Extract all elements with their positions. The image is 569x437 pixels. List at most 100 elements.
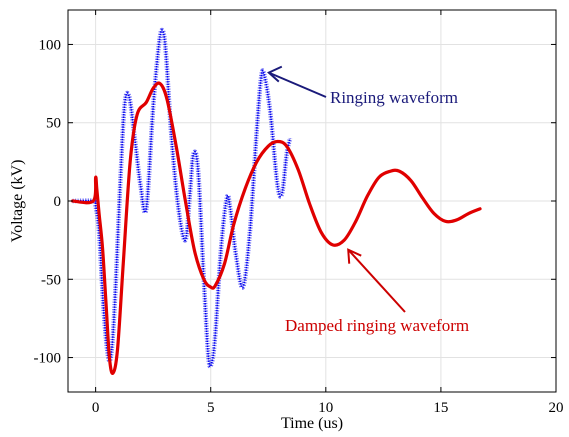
ringing-waveform-point: [235, 255, 237, 257]
damped-ringing-waveform-point: [456, 219, 458, 221]
ringing-waveform-point: [140, 184, 142, 186]
ringing-waveform-point: [242, 286, 244, 288]
y-tick-label: 0: [54, 194, 62, 210]
ringing-waveform-point: [119, 192, 121, 194]
damped-ringing-waveform-point: [136, 114, 138, 116]
ringing-waveform-point: [260, 75, 262, 77]
damped-ringing-waveform-point: [175, 145, 177, 147]
damped-ringing-waveform-point: [468, 213, 470, 215]
annotation-ringing-arrow: [268, 71, 327, 98]
annotation-damped-label: Damped ringing waveform: [285, 316, 469, 335]
x-tick-label: 20: [549, 400, 564, 416]
ringing-waveform-point: [192, 153, 194, 155]
damped-ringing-waveform-point: [445, 220, 447, 222]
damped-ringing-waveform-point: [297, 169, 299, 171]
ringing-waveform-point: [152, 106, 154, 108]
damped-ringing-waveform-point: [102, 247, 104, 249]
damped-ringing-waveform-point: [320, 231, 322, 233]
x-tick-label: 5: [207, 400, 215, 416]
damped-ringing-waveform-point: [95, 177, 97, 179]
grid: [68, 10, 556, 392]
y-tick-label: -100: [34, 351, 62, 367]
y-tick-label: -50: [41, 272, 61, 288]
ringing-waveform-point: [281, 192, 283, 194]
ringing-waveform-point: [145, 208, 147, 210]
damped-ringing-waveform-point: [152, 87, 154, 89]
damped-ringing-waveform-point: [343, 239, 345, 241]
damped-ringing-waveform-point: [129, 161, 131, 163]
ringing-waveform-point: [256, 130, 258, 132]
ringing-waveform-point: [226, 197, 228, 199]
damped-ringing-waveform-point: [276, 141, 278, 143]
annotation-damped-arrowhead: [347, 248, 362, 264]
damped-ringing-waveform-point: [389, 170, 391, 172]
annotation-damped-arrow: [347, 249, 406, 313]
ringing-waveform-point: [161, 29, 163, 31]
damped-ringing-waveform-point: [159, 83, 161, 85]
ringing-waveform-point: [214, 333, 216, 335]
damped-ringing-waveform-point: [98, 213, 100, 215]
series-layer: [71, 27, 482, 375]
ringing-waveform-point: [220, 247, 222, 249]
ringing-waveform-point: [111, 349, 113, 351]
ticks: 0 5 10 15 20 -100 -50 0 50 100: [34, 10, 564, 416]
ringing-waveform-point: [286, 153, 288, 155]
damped-ringing-waveform-point: [92, 200, 94, 202]
damped-ringing-waveform-point: [267, 145, 269, 147]
damped-ringing-waveform-point: [421, 197, 423, 199]
damped-ringing-waveform-point: [366, 195, 368, 197]
ringing-waveform-point: [114, 294, 116, 296]
damped-ringing-waveform-point: [122, 263, 124, 265]
damped-ringing-waveform-point: [433, 213, 435, 215]
damped-ringing-waveform-point: [410, 180, 412, 182]
damped-ringing-waveform-point: [378, 177, 380, 179]
damped-ringing-waveform-point: [244, 187, 246, 189]
y-axis-label: Voltage (kV): [9, 160, 26, 243]
damped-ringing-waveform-point: [224, 263, 226, 265]
damped-ringing-waveform-point: [210, 286, 212, 288]
damped-ringing-waveform-point: [479, 208, 481, 210]
ringing-waveform-point: [289, 137, 291, 139]
y-tick-label: 50: [46, 116, 61, 132]
ringing-waveform-line: [72, 29, 291, 368]
ringing-waveform-point: [270, 114, 272, 116]
ringing-waveform-point: [207, 357, 209, 359]
damped-ringing-waveform-point: [286, 145, 288, 147]
damped-ringing-waveform-point: [108, 357, 110, 359]
damped-ringing-waveform-point: [332, 244, 334, 246]
ringing-waveform-point: [165, 51, 167, 53]
damped-ringing-waveform-point: [214, 285, 216, 287]
damped-ringing-waveform-point: [194, 250, 196, 252]
ringing-waveform-point: [184, 239, 186, 241]
ringing-waveform-point: [95, 205, 97, 207]
damped-ringing-waveform-point: [398, 170, 400, 172]
x-tick-label: 10: [318, 400, 333, 416]
annotation-ringing-arrowhead: [267, 65, 283, 83]
ringing-waveform-point: [211, 361, 213, 363]
ringing-waveform-point: [276, 184, 278, 186]
damped-ringing-waveform-point: [96, 187, 98, 189]
x-axis-label: Time (us): [281, 415, 343, 432]
damped-ringing-waveform-point: [105, 302, 107, 304]
damped-ringing-waveform-point: [166, 98, 168, 100]
ringing-waveform-point: [158, 43, 160, 45]
damped-ringing-waveform-point: [116, 349, 118, 351]
damped-ringing-waveform-point: [309, 203, 311, 205]
y-tick-label: 100: [39, 37, 62, 53]
damped-ringing-waveform-point: [145, 101, 147, 103]
ringing-waveform-point: [229, 208, 231, 210]
ringing-waveform-point: [197, 169, 199, 171]
ringing-waveform-point: [189, 192, 191, 194]
annotation-ringing-label: Ringing waveform: [330, 88, 458, 107]
damped-ringing-waveform-point: [233, 223, 235, 225]
ringing-waveform-point: [264, 76, 266, 78]
ringing-waveform-point: [171, 137, 173, 139]
damped-ringing-waveform-point: [112, 372, 114, 374]
damped-ringing-waveform-point: [256, 161, 258, 163]
x-tick-label: 15: [433, 400, 448, 416]
ringing-waveform-point: [128, 95, 130, 97]
damped-ringing-waveform-point: [184, 200, 186, 202]
annotations: Ringing waveform Damped ringing waveform: [267, 65, 469, 335]
ringing-waveform-point: [123, 106, 125, 108]
